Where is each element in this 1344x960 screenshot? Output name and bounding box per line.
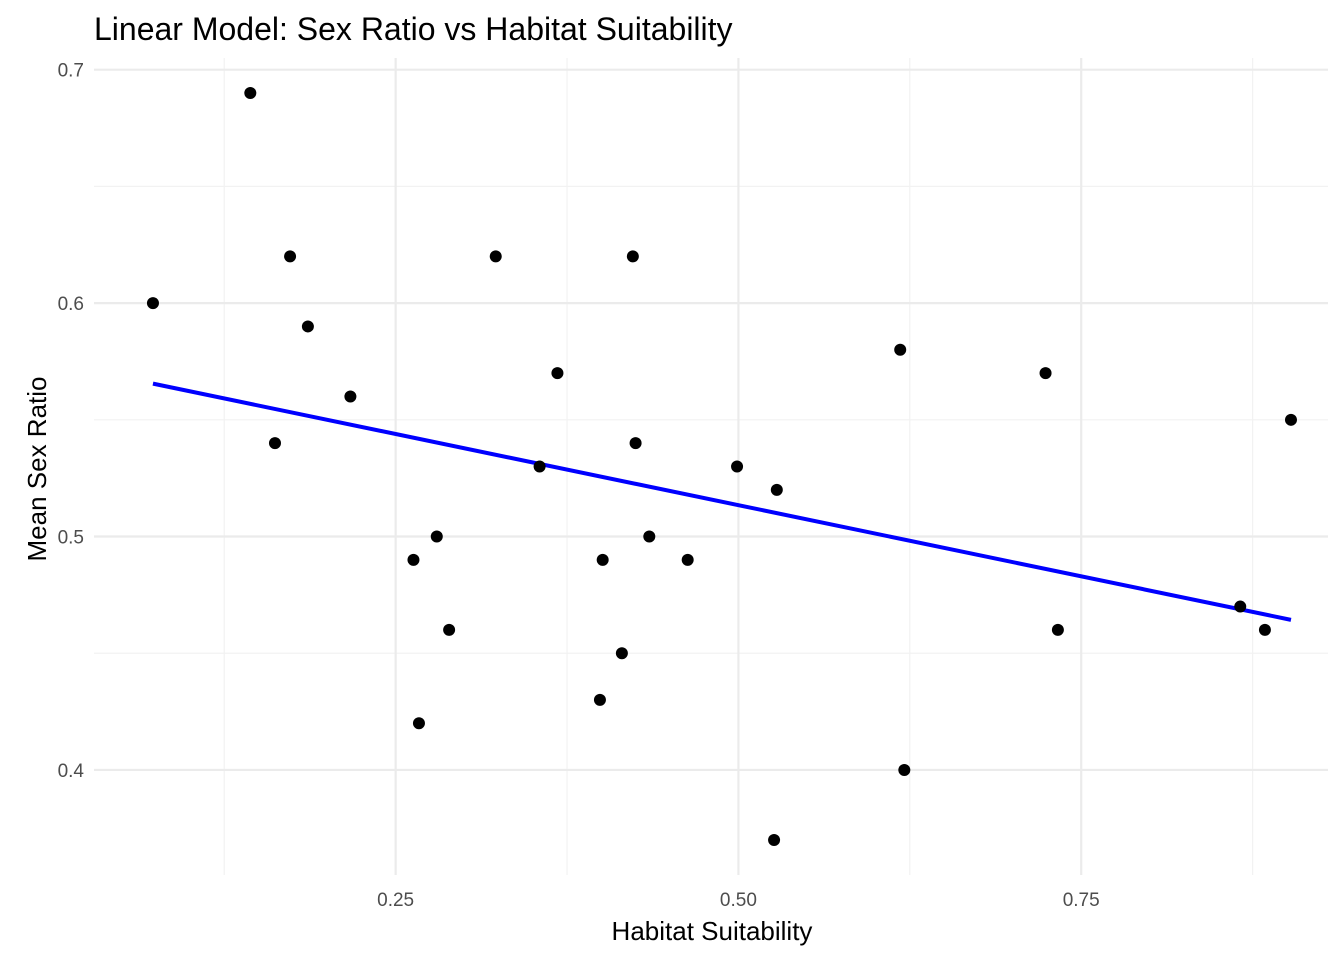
minor-gridlines xyxy=(94,58,1328,875)
data-point xyxy=(443,623,456,636)
x-tick-label: 0.25 xyxy=(377,890,414,911)
data-point xyxy=(681,553,694,566)
data-point xyxy=(626,250,639,263)
regression-line xyxy=(152,381,1292,622)
y-tick-labels: 0.4 0.5 0.6 0.7 xyxy=(58,61,85,782)
data-point xyxy=(268,437,281,450)
data-point xyxy=(301,320,314,333)
data-point xyxy=(894,343,907,356)
data-point xyxy=(768,833,781,846)
y-tick-label: 0.6 xyxy=(58,294,84,315)
data-point xyxy=(1258,623,1271,636)
data-point xyxy=(643,530,656,543)
data-point xyxy=(533,460,546,473)
major-gridlines xyxy=(94,58,1328,875)
x-tick-labels: 0.25 0.50 0.75 xyxy=(377,890,1100,911)
data-point xyxy=(615,647,628,660)
data-point xyxy=(430,530,443,543)
data-point xyxy=(284,250,297,263)
data-point xyxy=(596,553,609,566)
data-point xyxy=(344,390,357,403)
data-point xyxy=(898,763,911,776)
data-point xyxy=(770,483,783,496)
data-point xyxy=(489,250,502,263)
y-axis-title: Mean Sex Ratio xyxy=(22,377,52,562)
data-point xyxy=(1039,367,1052,380)
data-point xyxy=(146,297,159,310)
data-point xyxy=(1284,413,1297,426)
regression-line-group xyxy=(152,381,1292,622)
data-points xyxy=(146,87,1297,846)
y-tick-label: 0.5 xyxy=(58,528,84,549)
x-axis-title: Habitat Suitability xyxy=(612,916,813,946)
data-point xyxy=(731,460,744,473)
y-tick-label: 0.7 xyxy=(58,61,84,82)
chart-title: Linear Model: Sex Ratio vs Habitat Suita… xyxy=(94,11,733,47)
data-point xyxy=(244,87,257,100)
x-tick-label: 0.50 xyxy=(720,890,757,911)
data-point xyxy=(407,553,420,566)
data-point xyxy=(551,367,564,380)
data-point xyxy=(412,717,425,730)
x-tick-label: 0.75 xyxy=(1063,890,1100,911)
y-tick-label: 0.4 xyxy=(58,761,85,782)
data-point xyxy=(1234,600,1247,613)
data-point xyxy=(1051,623,1064,636)
data-point xyxy=(593,693,606,706)
data-point xyxy=(629,437,642,450)
